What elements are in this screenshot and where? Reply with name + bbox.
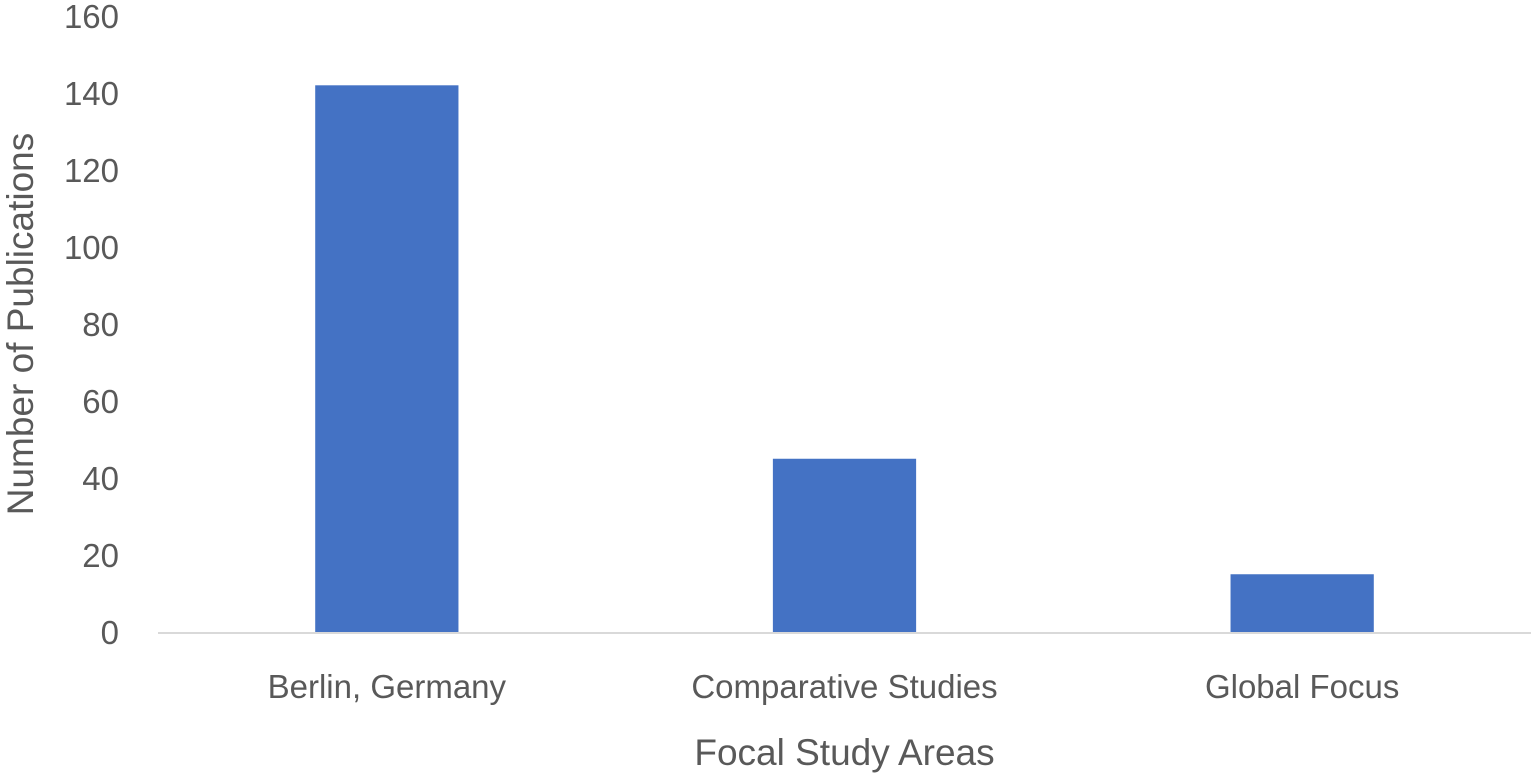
y-tick-label: 80	[82, 306, 119, 343]
y-tick-label: 40	[82, 460, 119, 497]
y-tick-label: 140	[64, 75, 119, 112]
bars-group	[315, 85, 1374, 633]
y-axis-ticks: 0 20 40 60 80 100 120 140 160	[64, 0, 119, 651]
bar-1	[772, 458, 917, 632]
x-axis-title: Focal Study Areas	[694, 732, 994, 773]
bar-2	[1230, 574, 1374, 632]
y-tick-label: 160	[64, 0, 119, 35]
x-category-label: Berlin, Germany	[268, 668, 507, 705]
y-tick-label: 0	[101, 614, 119, 651]
x-axis-categories: Berlin, Germany Comparative Studies Global…	[268, 668, 1400, 705]
y-axis-title: Number of Publications	[0, 133, 41, 516]
y-tick-label: 20	[82, 537, 119, 574]
y-tick-label: 120	[64, 152, 119, 189]
y-tick-label: 60	[82, 383, 119, 420]
y-tick-label: 100	[64, 229, 119, 266]
x-category-label: Global Focus	[1205, 668, 1399, 705]
bar-0	[315, 85, 459, 633]
x-category-label: Comparative Studies	[691, 668, 997, 705]
